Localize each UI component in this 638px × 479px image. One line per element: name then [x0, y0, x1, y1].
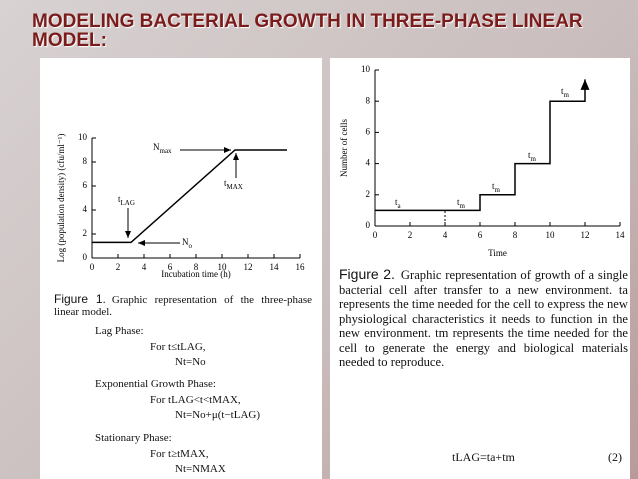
- annotation-sub: max: [160, 147, 173, 155]
- annotation: No: [182, 237, 193, 250]
- x-tick-label: 14: [616, 230, 626, 240]
- y-tick-label: 0: [366, 220, 371, 230]
- y-tick-label: 8: [83, 156, 88, 166]
- y-tick-label: 2: [83, 228, 88, 238]
- x-tick-label: 12: [581, 230, 590, 240]
- slide-title: MODELING BACTERIAL GROWTH IN THREE-PHASE…: [32, 11, 583, 51]
- x-tick-label: 6: [478, 230, 483, 240]
- x-axis-label: Time: [488, 248, 507, 258]
- y-tick-label: 10: [78, 132, 88, 142]
- annotation-main: t: [528, 150, 531, 160]
- annotation-sub: m: [460, 202, 466, 210]
- phase-formula: Nt=No: [175, 356, 206, 368]
- annotation-main: t: [118, 194, 121, 204]
- equation: tLAG=ta+tm: [452, 450, 515, 464]
- x-tick-label: 8: [513, 230, 518, 240]
- x-tick-label: 0: [373, 230, 378, 240]
- annotation: tm: [528, 150, 537, 163]
- x-tick-label: 2: [116, 262, 121, 272]
- phase-formula: For tLAG<t<tMAX,: [150, 394, 241, 406]
- annotation-main: N: [153, 142, 160, 152]
- x-tick-label: 4: [443, 230, 448, 240]
- phase-formula: For t≤tLAG,: [150, 341, 206, 353]
- annotation: tm: [457, 197, 466, 210]
- x-tick-label: 8: [194, 262, 199, 272]
- x-tick-label: 2: [408, 230, 413, 240]
- annotation: Nmax: [153, 142, 172, 155]
- annotation-main: t: [457, 197, 460, 207]
- y-tick-label: 6: [366, 126, 371, 136]
- y-tick-label: 4: [366, 158, 371, 168]
- phase-formula: Nt=No+μ(t−tLAG): [175, 409, 260, 421]
- phase-name: Lag Phase:: [95, 325, 144, 337]
- annotation-main: t: [224, 178, 227, 188]
- equation-number: (2): [608, 450, 622, 464]
- annotation: tm: [561, 86, 570, 99]
- right-panel: [330, 58, 630, 479]
- x-tick-label: 14: [270, 262, 280, 272]
- y-axis-label: Log (population density) (cfu/ml⁻¹): [56, 134, 66, 263]
- phase-name: Stationary Phase:: [95, 432, 172, 444]
- annotation: tLAG: [118, 194, 135, 207]
- y-tick-label: 8: [366, 95, 371, 105]
- x-tick-label: 0: [90, 262, 95, 272]
- x-tick-label: 12: [244, 262, 253, 272]
- y-tick-label: 2: [366, 189, 371, 199]
- phase-formula: For t≥tMAX,: [150, 448, 209, 460]
- figure-label: Figure 1.: [54, 292, 106, 306]
- annotation-main: t: [395, 197, 398, 207]
- y-tick-label: 4: [83, 204, 88, 214]
- x-tick-label: 6: [168, 262, 173, 272]
- annotation-sub: m: [531, 155, 537, 163]
- phase-name: Exponential Growth Phase:: [95, 378, 216, 390]
- x-tick-label: 10: [546, 230, 556, 240]
- annotation-main: t: [561, 86, 564, 96]
- phase-formula: Nt=NMAX: [175, 463, 226, 475]
- figure-label: Figure 2.: [339, 266, 395, 282]
- annotation-sub: m: [564, 91, 570, 99]
- annotation-sub: o: [189, 242, 193, 250]
- annotation-sub: LAG: [121, 199, 135, 207]
- caption-text: Graphic representation of growth of a si…: [339, 268, 629, 369]
- annotation-main: N: [182, 237, 189, 247]
- annotation: ta: [395, 197, 402, 210]
- series-line: [92, 149, 287, 244]
- x-axis-label: Incubation time (h): [161, 269, 230, 279]
- annotation-sub: MAX: [227, 183, 243, 191]
- y-axis-label: Number of cells: [339, 119, 349, 177]
- series-line: [375, 79, 590, 212]
- y-tick-label: 10: [361, 64, 371, 74]
- left-panel: [40, 58, 322, 479]
- x-tick-label: 4: [142, 262, 147, 272]
- annotation-arrows: [125, 147, 239, 246]
- caption-text: Graphic representation of the three-phas…: [54, 294, 313, 318]
- figure1-caption: Figure 1. Graphic representation of the t…: [54, 292, 312, 318]
- annotation-main: t: [492, 181, 495, 191]
- annotation: tMAX: [224, 178, 243, 191]
- annotation-sub: m: [495, 186, 501, 194]
- x-tick-label: 10: [218, 262, 228, 272]
- annotation-sub: a: [398, 202, 402, 210]
- annotation: tm: [492, 181, 501, 194]
- x-tick-label: 16: [296, 262, 306, 272]
- figure2-caption: Figure 2. Graphic representation of growt…: [339, 266, 628, 370]
- y-tick-label: 6: [83, 180, 88, 190]
- y-tick-label: 0: [83, 252, 88, 262]
